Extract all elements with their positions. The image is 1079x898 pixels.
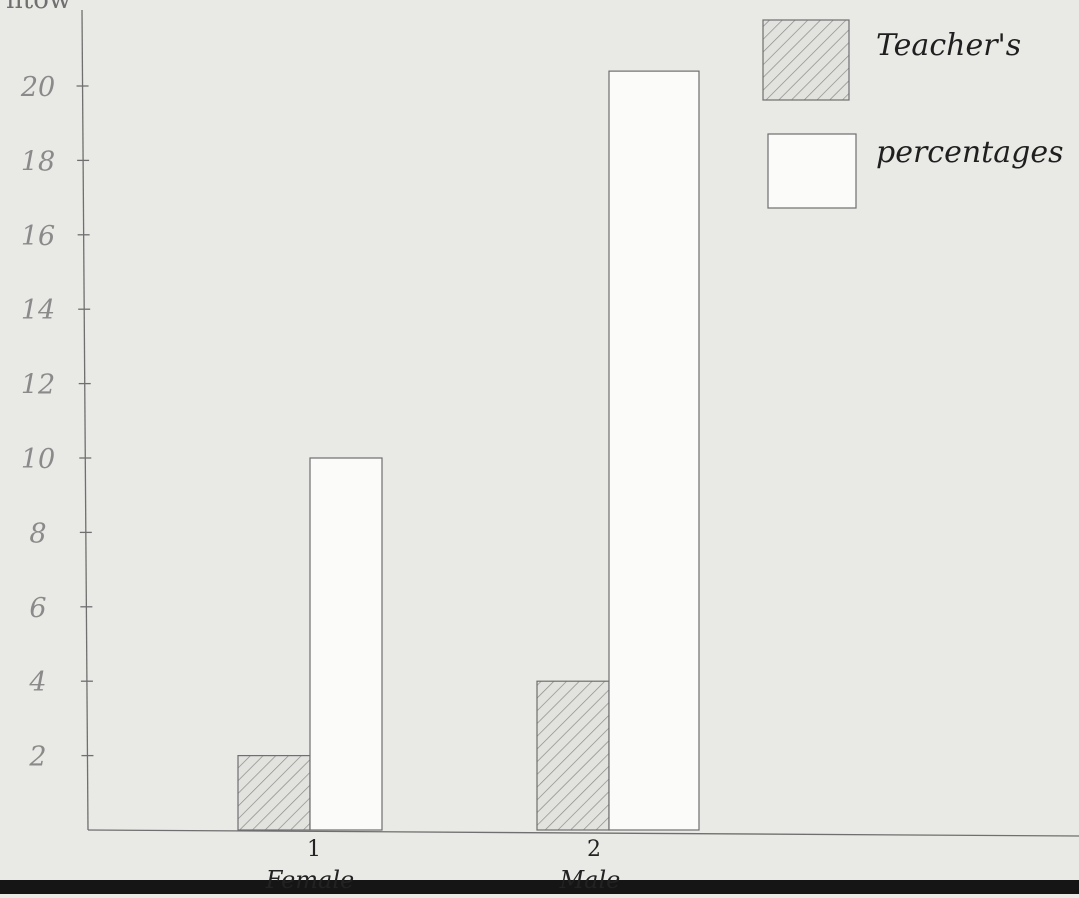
- y-tick-label: 18: [21, 146, 55, 177]
- y-tick-label: 2: [28, 742, 46, 773]
- y-tick-label: 8: [29, 518, 46, 549]
- legend-label-percentages: percentages: [876, 135, 1063, 170]
- y-tick-label: 12: [21, 370, 55, 401]
- y-tick-label: 14: [21, 295, 55, 326]
- legend-swatch-percentages: [767, 133, 857, 209]
- bar-teachers-2: [536, 680, 610, 831]
- x-tick-label: 2: [587, 837, 601, 862]
- bar-teachers-1: [237, 754, 311, 831]
- y-tick-label: 4: [28, 667, 46, 698]
- y-tick-label: 10: [21, 444, 55, 475]
- legend-swatch-teachers: [762, 19, 850, 101]
- y-tick-label: 16: [21, 221, 55, 252]
- x-tick-label: 1: [307, 837, 321, 862]
- legend-label-teachers: Teacher's: [876, 28, 1021, 63]
- y-tick-label: 6: [29, 593, 46, 624]
- x-category-name: Female: [265, 866, 355, 894]
- x-axis-line: [87, 829, 1079, 837]
- page-bottom-edge: [0, 880, 1079, 894]
- y-tick-label: 20: [20, 72, 55, 103]
- bar-percentages-2: [608, 70, 700, 831]
- y-axis-line: [81, 9, 89, 831]
- x-category-name: Male: [559, 866, 621, 894]
- y-axis-label: ntow: [6, 0, 71, 15]
- bar-percentages-1: [309, 457, 383, 831]
